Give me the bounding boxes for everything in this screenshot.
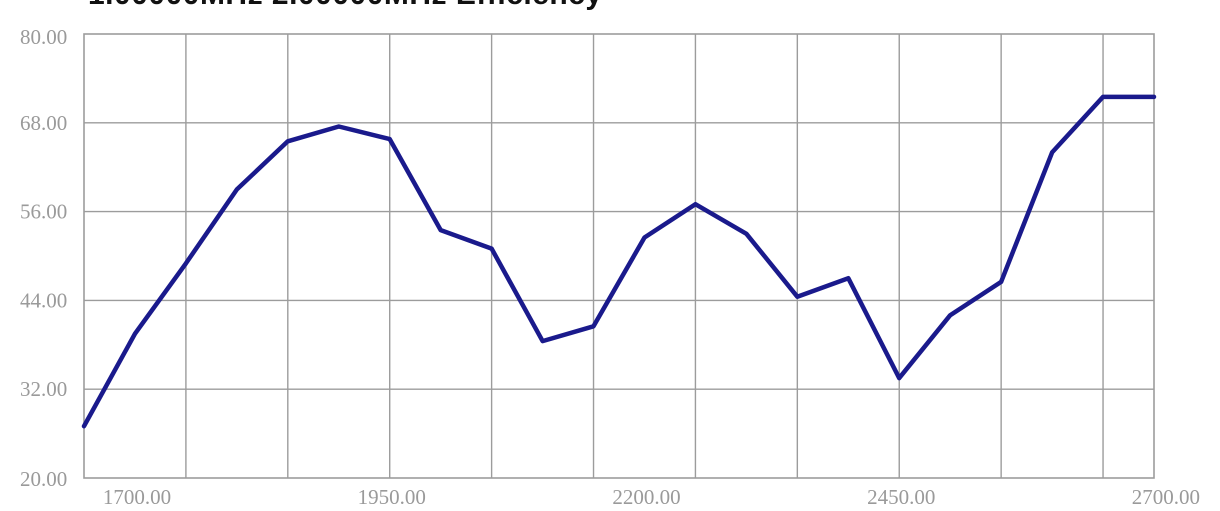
y-tick-label: 68.00 xyxy=(20,111,67,135)
y-tick-label: 44.00 xyxy=(20,288,67,312)
y-tick-label: 80.00 xyxy=(20,25,67,49)
grid-lines xyxy=(84,34,1154,478)
y-tick-label: 20.00 xyxy=(20,467,67,491)
x-tick-label: 1700.00 xyxy=(103,485,171,509)
efficiency-line xyxy=(81,94,1157,429)
x-axis-tick-labels: 1700.00 1950.00 2200.00 2450.00 2700.00 xyxy=(103,485,1200,509)
plot-border xyxy=(83,33,1155,479)
chart-title: 1.00000MHz 2.00000MHz Efficiency xyxy=(88,0,1188,18)
plot-frame xyxy=(83,33,1155,479)
series-layer xyxy=(81,94,1157,429)
x-tick-label: 2450.00 xyxy=(867,485,935,509)
y-tick-label: 32.00 xyxy=(20,377,67,401)
y-tick-label: 56.00 xyxy=(20,200,67,224)
x-tick-label: 1950.00 xyxy=(358,485,426,509)
y-axis-tick-labels: 20.00 32.00 44.00 56.00 68.00 80.00 xyxy=(20,25,67,491)
x-tick-label: 2700.00 xyxy=(1132,485,1200,509)
x-tick-label: 2200.00 xyxy=(612,485,680,509)
